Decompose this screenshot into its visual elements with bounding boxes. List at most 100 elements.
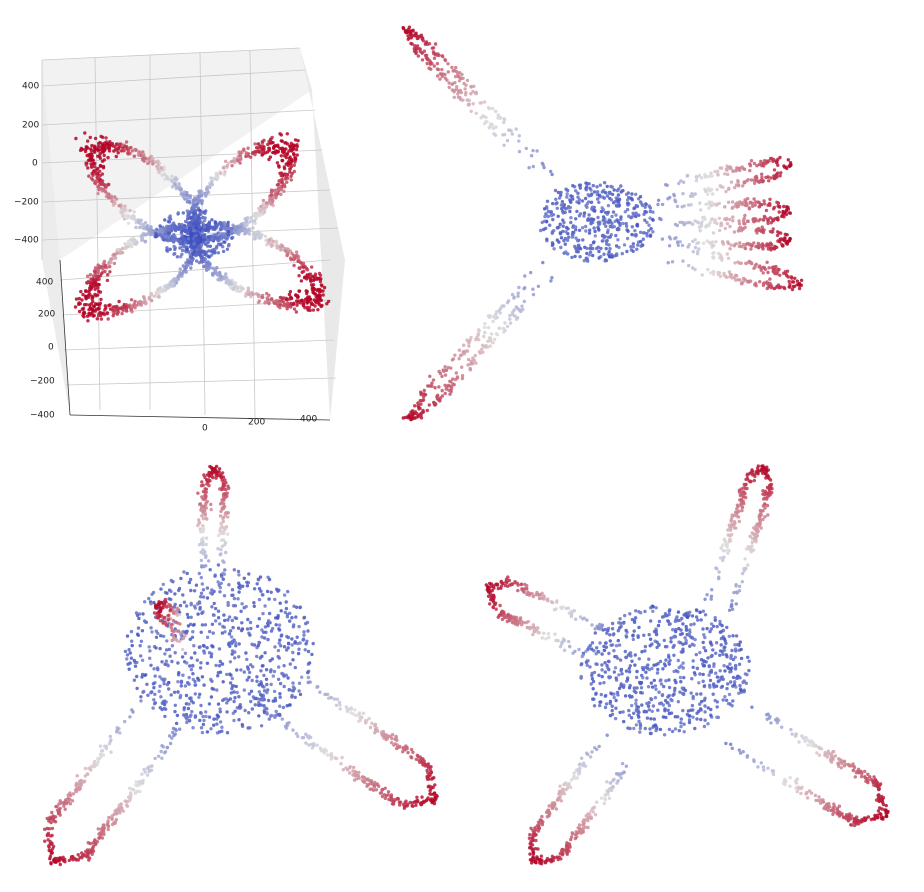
point [703, 187, 707, 191]
point [101, 262, 106, 266]
point [298, 605, 302, 609]
point [208, 568, 212, 572]
point [287, 304, 291, 308]
point [453, 74, 458, 79]
point [768, 277, 772, 281]
point [177, 671, 181, 675]
point [132, 210, 136, 214]
point [757, 200, 761, 205]
point [215, 471, 219, 476]
point [782, 204, 786, 209]
point [491, 126, 496, 130]
point [471, 102, 475, 106]
point [160, 756, 164, 760]
point [261, 630, 266, 634]
point [96, 827, 101, 831]
point [564, 230, 568, 234]
point [108, 270, 112, 274]
point [237, 289, 241, 293]
point [300, 298, 304, 302]
point [259, 669, 263, 673]
point [240, 621, 244, 625]
point [673, 198, 677, 202]
point [197, 244, 201, 248]
point [416, 54, 420, 58]
point [267, 157, 271, 162]
point [150, 592, 154, 596]
point [616, 238, 620, 242]
point [610, 185, 614, 189]
point [760, 175, 764, 179]
point [609, 198, 614, 202]
point [188, 664, 192, 668]
point [278, 601, 282, 605]
point [505, 324, 510, 329]
point [276, 677, 281, 681]
point [209, 695, 214, 699]
point [306, 629, 310, 633]
point [253, 149, 257, 154]
point [135, 632, 140, 636]
point [106, 317, 110, 321]
point [576, 191, 580, 195]
point [577, 228, 582, 232]
point [497, 326, 501, 330]
point [130, 149, 134, 153]
point [165, 639, 169, 643]
point [415, 44, 420, 48]
point [79, 289, 83, 294]
point [205, 239, 210, 243]
point [411, 33, 415, 37]
point [98, 169, 102, 173]
point [99, 134, 103, 139]
point [96, 274, 101, 279]
point [239, 286, 244, 290]
point [796, 282, 801, 287]
point [746, 197, 750, 201]
point [199, 591, 204, 595]
point [277, 641, 281, 645]
point [233, 604, 238, 608]
point [696, 220, 700, 224]
point [191, 726, 195, 730]
point [260, 212, 264, 216]
point [272, 689, 277, 694]
point [103, 269, 107, 274]
point [432, 51, 436, 56]
point [447, 85, 451, 90]
point [204, 554, 208, 558]
point [233, 160, 237, 165]
point [96, 166, 100, 171]
point [531, 148, 535, 153]
point [286, 589, 290, 594]
point [205, 188, 209, 192]
point [222, 613, 226, 617]
point [272, 144, 276, 149]
point [433, 386, 437, 390]
point [467, 341, 471, 345]
point [139, 654, 143, 658]
point [596, 220, 600, 224]
point [86, 139, 90, 143]
point [213, 606, 218, 611]
point [287, 688, 291, 692]
point [749, 247, 753, 251]
point [769, 176, 773, 180]
point [187, 702, 191, 706]
point [81, 292, 85, 297]
point [219, 237, 224, 241]
point [412, 416, 417, 420]
point [263, 625, 268, 629]
point [462, 343, 466, 347]
point [676, 240, 680, 244]
point [456, 95, 461, 99]
point [306, 670, 310, 675]
point [425, 408, 429, 413]
point [706, 267, 710, 272]
point [115, 251, 119, 255]
point [140, 672, 145, 677]
point [244, 220, 248, 224]
point [218, 659, 222, 664]
point [640, 243, 644, 247]
point [267, 148, 271, 152]
